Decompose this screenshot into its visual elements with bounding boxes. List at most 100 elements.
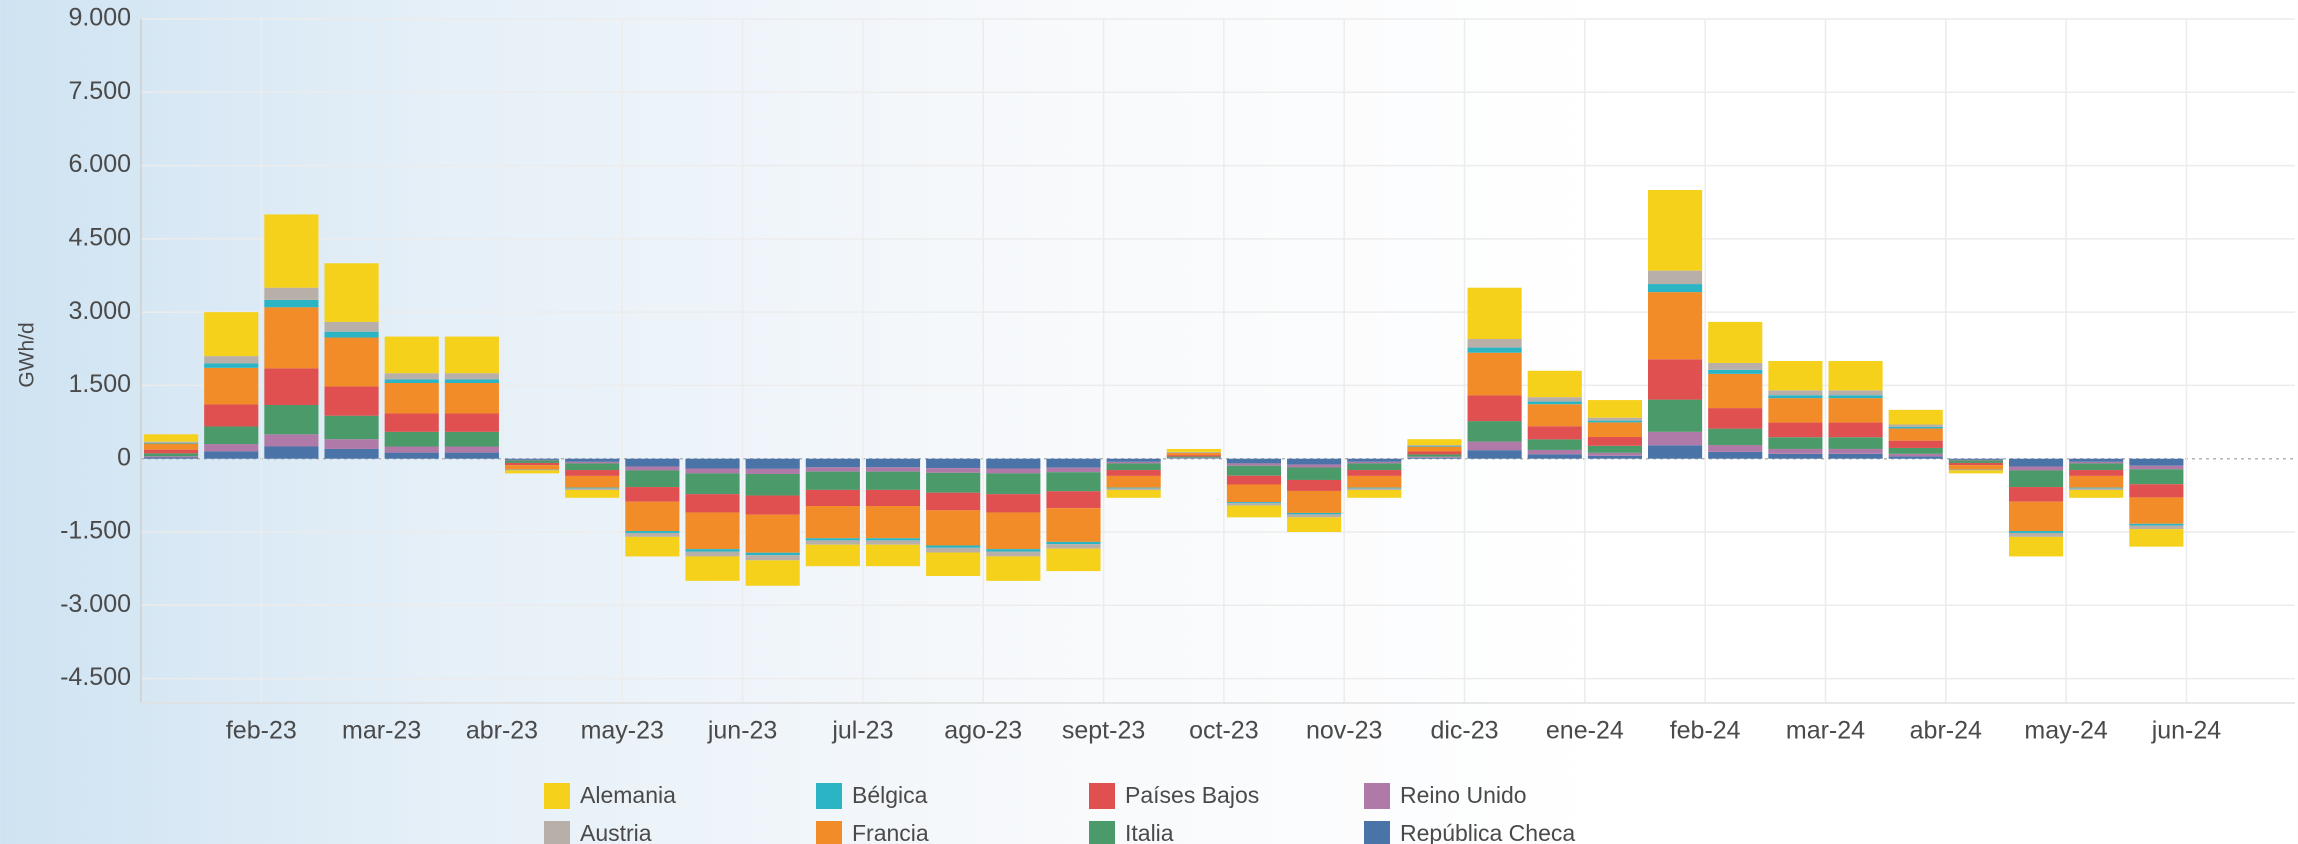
bar-segment <box>1587 400 1642 418</box>
bar-segment <box>565 489 620 498</box>
bar-segment <box>144 457 199 459</box>
bar-segment <box>1106 489 1161 498</box>
x-tick-label: mar-23 <box>342 717 421 745</box>
bar-segment <box>204 356 259 364</box>
bar-segment <box>444 446 499 453</box>
bar-segment <box>204 426 259 445</box>
bar-segment <box>2129 497 2184 524</box>
bar-segment <box>144 456 199 458</box>
x-tick-label: ene-24 <box>1546 717 1624 745</box>
bar-segment <box>685 458 740 469</box>
bar-segment <box>2069 488 2124 490</box>
x-tick-label: jun-23 <box>707 717 778 745</box>
bar-segment <box>1166 455 1221 457</box>
bar-segment <box>805 458 860 468</box>
bar-segment <box>1467 421 1522 442</box>
bar-segment <box>2129 465 2184 470</box>
bar-segment <box>1828 453 1883 459</box>
bar-segment <box>1888 409 1943 425</box>
bar-segment <box>1768 395 1823 399</box>
bar-segment <box>444 382 499 414</box>
bar-segment <box>324 337 379 387</box>
bar-segment <box>625 487 680 502</box>
bar-segment <box>444 336 499 374</box>
bar-segment <box>1287 458 1342 465</box>
bar-segment <box>2069 463 2124 471</box>
x-tick-label: may-23 <box>581 717 664 745</box>
bar-segment <box>1287 490 1342 513</box>
y-tick-label: 4.500 <box>68 223 131 251</box>
grid <box>141 18 2295 703</box>
bar-segment <box>1106 475 1161 488</box>
bar-segment <box>1226 484 1282 503</box>
bar-segment <box>1527 454 1582 459</box>
x-tick-label: ago-23 <box>944 717 1022 745</box>
bar-segment <box>1226 463 1282 466</box>
bar-segment <box>625 501 680 532</box>
bar-segment <box>1828 398 1883 423</box>
bar-segment <box>1527 397 1582 402</box>
legend-swatch <box>816 783 842 809</box>
bar-segment <box>745 514 800 553</box>
bar-segment <box>745 468 800 474</box>
x-tick-label: abr-23 <box>466 717 538 745</box>
bar-segment <box>444 452 499 459</box>
bar-segment <box>1467 287 1522 340</box>
bar-segment <box>144 442 199 444</box>
bar-segment <box>685 549 740 552</box>
bar-segment <box>2069 470 2124 476</box>
bar-segment <box>565 488 620 490</box>
bar-segment <box>685 556 740 581</box>
bar-segment <box>324 439 379 449</box>
bar-segment <box>1948 465 2003 470</box>
bar-segment <box>1407 445 1462 447</box>
x-tick-label: may-24 <box>2024 717 2107 745</box>
bar-segment <box>1828 437 1883 449</box>
bar-segment <box>264 214 319 288</box>
bar-segment <box>384 413 439 432</box>
bar-segment <box>1648 284 1703 293</box>
bar-segment <box>865 458 921 468</box>
bar-segment <box>1648 270 1703 285</box>
bar-segment <box>504 462 560 466</box>
bar-segment <box>1768 398 1823 423</box>
bar-segment <box>1888 424 1943 427</box>
legend-label: Italia <box>1125 820 1174 844</box>
bar-segment <box>144 453 199 457</box>
bar-segment <box>565 475 620 488</box>
bar-segment <box>2008 458 2064 467</box>
bar-segment <box>1527 439 1582 450</box>
bar-segment <box>1407 456 1462 458</box>
bar-segment <box>204 404 259 427</box>
bar-segment <box>1226 475 1282 485</box>
bar-segment <box>2129 484 2184 498</box>
bar-segment <box>504 469 560 471</box>
bar-segment <box>1046 541 1101 545</box>
bar-segment <box>444 373 499 380</box>
bar-segment <box>1948 458 2003 460</box>
bar-segment <box>1106 463 1161 471</box>
bar-segment <box>504 459 560 461</box>
bar-segment <box>1948 462 2003 466</box>
bar-segment <box>2008 501 2064 532</box>
bar-segment <box>384 446 439 453</box>
bar-segment <box>986 468 1041 474</box>
bar-segment <box>1287 512 1342 515</box>
bar-segment <box>1648 445 1703 459</box>
bar-segment <box>2008 466 2064 471</box>
bar-segment <box>1046 544 1101 549</box>
bar-segment <box>1768 448 1823 454</box>
x-tick-label: jun-24 <box>2151 717 2222 745</box>
bar-segment <box>1347 489 1402 498</box>
bar-segment <box>144 449 199 454</box>
bar-segment <box>324 386 379 416</box>
bar-segment <box>805 540 860 545</box>
bar-segment <box>1708 408 1763 429</box>
bar-segment <box>1347 488 1402 490</box>
bar-segment <box>1046 472 1101 492</box>
bars <box>144 190 2184 586</box>
bar-segment <box>685 468 740 474</box>
bar-segment <box>1888 428 1943 441</box>
bar-segment <box>986 556 1041 581</box>
